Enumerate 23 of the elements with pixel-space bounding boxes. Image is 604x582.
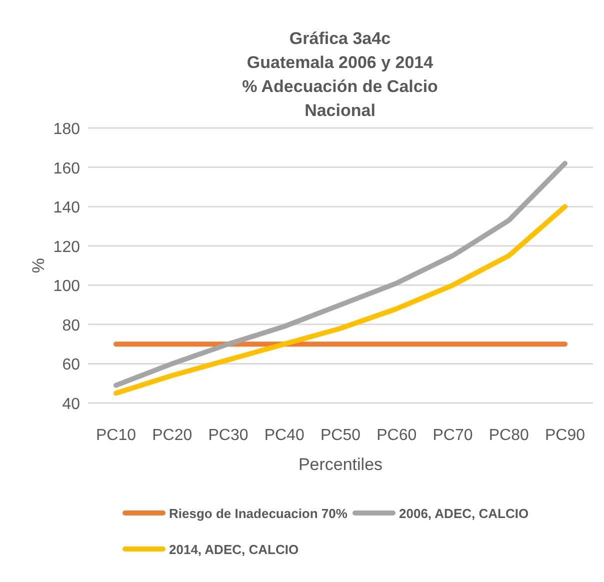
chart-title: Gráfica 3a4c Guatemala 2006 y 2014 % Adecuación de Calcio Nacional bbox=[242, 29, 438, 120]
y-axis-title: % bbox=[29, 258, 48, 274]
legend-label: 2006, ADEC, CALCIO bbox=[399, 506, 529, 521]
x-tick-label: PC20 bbox=[152, 427, 192, 444]
legend-label: 2014, ADEC, CALCIO bbox=[169, 542, 299, 557]
y-tick-label: 160 bbox=[53, 160, 80, 178]
x-tick-label: PC80 bbox=[488, 427, 529, 444]
y-tick-label: 140 bbox=[53, 200, 80, 217]
y-tick-label: 120 bbox=[53, 238, 80, 256]
x-tick-label: PC30 bbox=[208, 427, 248, 444]
x-tick-label: PC70 bbox=[432, 427, 473, 444]
x-tick-label: PC60 bbox=[376, 427, 417, 444]
x-tick-label: PC90 bbox=[544, 427, 586, 444]
x-tick-label: PC50 bbox=[320, 427, 361, 444]
y-tick-label: 60 bbox=[62, 356, 80, 374]
x-tick-label: PC10 bbox=[96, 427, 136, 444]
legend-label: Riesgo de Inadecuacion 70% bbox=[169, 506, 348, 521]
y-tick-label: 180 bbox=[53, 121, 80, 138]
x-axis-title: Percentiles bbox=[298, 455, 383, 474]
y-tick-label: 40 bbox=[62, 396, 80, 413]
y-tick-label: 100 bbox=[53, 278, 80, 296]
y-tick-label: 80 bbox=[62, 317, 80, 334]
x-tick-label: PC40 bbox=[264, 427, 304, 444]
